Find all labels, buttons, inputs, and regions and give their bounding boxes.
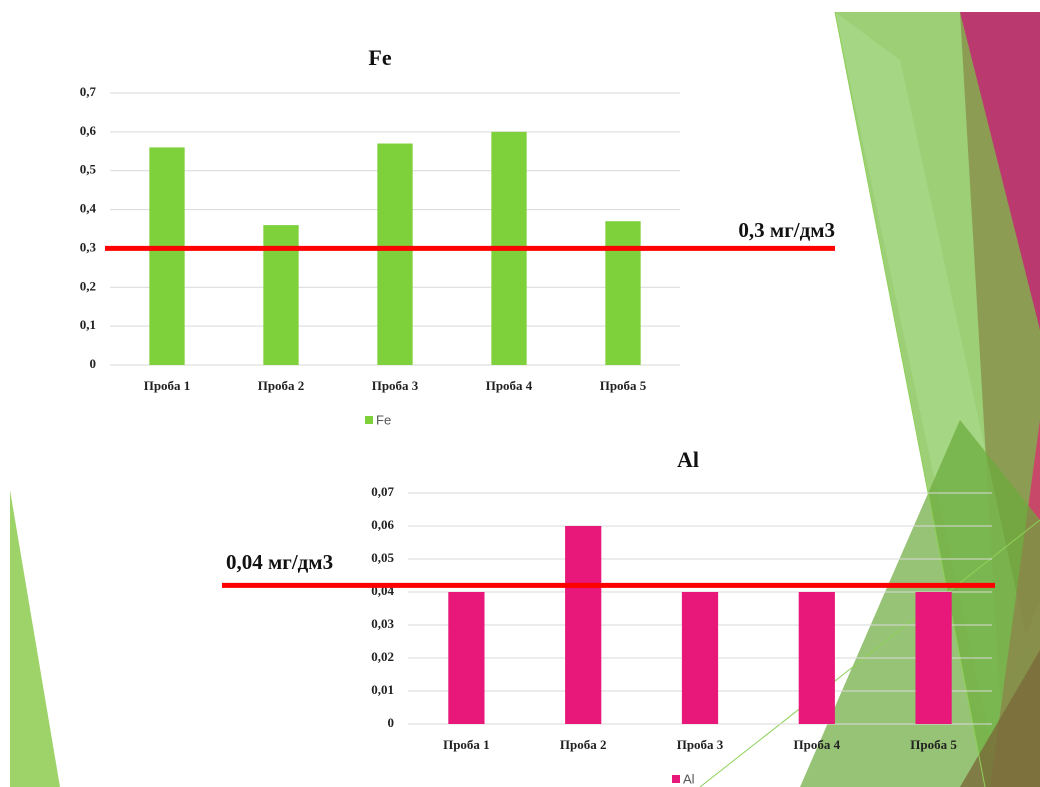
bar: [798, 592, 835, 724]
legend-label: Fe: [376, 412, 391, 427]
x-tick-label: Проба 1: [443, 737, 490, 752]
chart-title: Al: [677, 447, 699, 472]
y-tick-label: 0,06: [371, 517, 394, 532]
legend-label: Al: [683, 771, 695, 786]
y-tick-label: 0,7: [80, 84, 97, 99]
decoration: [10, 11, 1040, 787]
y-tick-label: 0: [90, 356, 97, 371]
legend-swatch: [365, 416, 373, 424]
x-tick-label: Проба 4: [794, 737, 841, 752]
x-tick-label: Проба 2: [560, 737, 607, 752]
y-tick-label: 0,4: [80, 201, 97, 216]
bar: [377, 143, 413, 365]
x-tick-label: Проба 4: [486, 378, 533, 393]
bar: [149, 147, 185, 365]
y-tick-label: 0,3: [80, 239, 97, 254]
x-tick-label: Проба 3: [677, 737, 724, 752]
y-tick-label: 0,05: [371, 550, 394, 565]
y-tick-label: 0,02: [371, 649, 394, 664]
y-tick-label: 0,6: [80, 123, 97, 138]
bar: [915, 592, 952, 724]
x-tick-label: Проба 2: [258, 378, 305, 393]
threshold-label: 0,3 мг/дм3: [738, 218, 835, 242]
y-tick-label: 0,07: [371, 484, 394, 499]
bar: [681, 592, 719, 724]
y-tick-label: 0,01: [371, 682, 394, 697]
x-tick-label: Проба 3: [372, 378, 419, 393]
bar: [565, 526, 602, 724]
bar: [605, 221, 641, 365]
y-tick-label: 0,03: [371, 616, 394, 631]
y-tick-label: 0,1: [80, 317, 96, 332]
chart-title: Fe: [368, 45, 391, 70]
legend-swatch: [672, 775, 680, 783]
x-tick-label: Проба 5: [910, 737, 957, 752]
y-tick-label: 0,5: [80, 162, 97, 177]
bar: [448, 592, 485, 724]
x-tick-label: Проба 5: [600, 378, 647, 393]
charts: Fe 0 0,1 0,2 0,3 0,4 0,5 0,6 0,7 Проба 1 Проба 2 Пр…: [80, 45, 995, 786]
threshold-label: 0,04 мг/дм3: [226, 550, 333, 574]
x-tick-label: Проба 1: [144, 378, 191, 393]
y-tick-label: 0: [388, 715, 395, 730]
y-tick-label: 0,2: [80, 278, 96, 293]
